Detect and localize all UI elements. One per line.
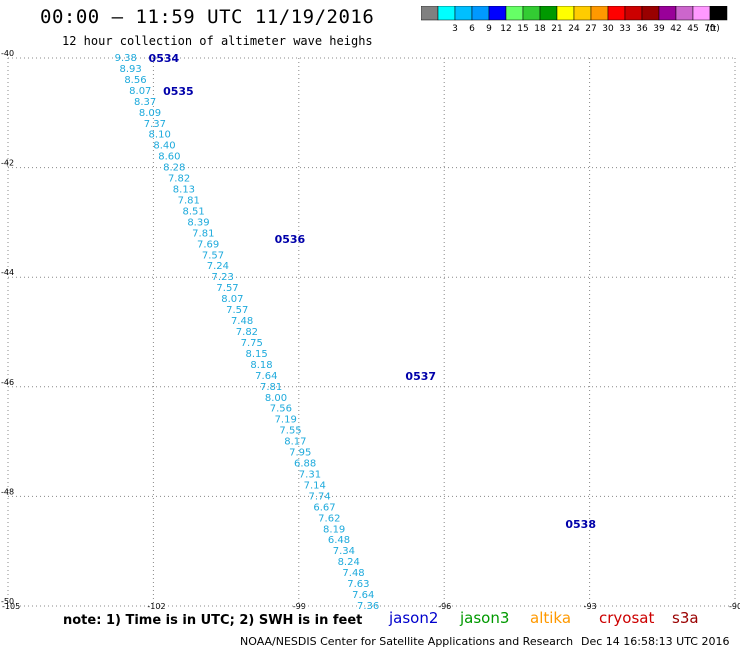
colorbar-tick-label: 42 xyxy=(670,24,681,34)
color-scale-legend: 3 6 9 12 15 18 21 24 27 30 33 36 39 42 45 70(ft) xyxy=(421,6,728,34)
wave-height-value: 8.37 xyxy=(134,97,156,108)
latitude-tick-label: -42 xyxy=(1,159,14,168)
wave-height-value: 8.60 xyxy=(158,152,180,163)
latitude-tick-label: -50 xyxy=(1,597,14,606)
wave-height-value: 8.56 xyxy=(124,75,146,86)
wave-height-value: 7.64 xyxy=(352,590,374,601)
pass-time-label: 0534 xyxy=(149,52,180,65)
wave-height-value: 8.24 xyxy=(338,557,360,568)
wave-height-value: 7.74 xyxy=(308,491,330,502)
wave-height-value: 7.64 xyxy=(255,371,277,382)
map-title: 00:00 – 11:59 UTC 11/19/2016 xyxy=(40,6,375,28)
wave-height-value: 8.28 xyxy=(163,163,185,174)
colorbar-tick-label: 30 xyxy=(602,24,614,34)
colorbar-tick-label: 12 xyxy=(500,24,511,34)
wave-height-value: 8.93 xyxy=(119,64,141,75)
wave-height-value: 7.37 xyxy=(144,119,166,130)
satellite-label-altika: altika xyxy=(530,609,572,627)
wave-height-value: 6.88 xyxy=(294,459,316,470)
satellite-label-cryosat: cryosat xyxy=(599,609,655,627)
wave-height-value: 7.31 xyxy=(299,469,321,480)
wave-height-value: 7.14 xyxy=(304,480,326,491)
wave-height-value: 8.40 xyxy=(153,141,175,152)
colorbar-tick-label: 70 xyxy=(704,24,716,34)
credit-text: NOAA/NESDIS Center for Satellite Applica… xyxy=(240,635,574,648)
satellite-label-jason2: jason2 xyxy=(389,609,439,627)
wave-height-value: 9.38 xyxy=(115,53,137,64)
latitude-tick-label: -44 xyxy=(1,268,14,277)
longitude-tick-label: -99 xyxy=(293,602,306,611)
wave-height-value: 7.34 xyxy=(333,546,355,557)
wave-height-value: 7.82 xyxy=(236,327,258,338)
wave-height-value: 7.55 xyxy=(279,426,301,437)
wave-height-value: 8.07 xyxy=(129,86,151,97)
colorbar-tick-label: 18 xyxy=(534,24,546,34)
colorbar-tick-label: 27 xyxy=(585,24,596,34)
colorbar-tick-label: 45 xyxy=(687,24,698,34)
wave-height-value: 8.17 xyxy=(284,437,306,448)
colorbar-tick-label: 33 xyxy=(619,24,630,34)
wave-height-value: 8.39 xyxy=(187,217,209,228)
wave-height-value: 7.56 xyxy=(270,404,292,415)
wave-height-value: 8.10 xyxy=(149,130,171,141)
wave-height-value: 8.07 xyxy=(221,294,243,305)
wave-height-value: 7.57 xyxy=(216,283,238,294)
colorbar-tick-label: 36 xyxy=(636,24,648,34)
wave-height-value: 7.82 xyxy=(168,174,190,185)
colorbar-unit: (ft) xyxy=(706,24,720,34)
colorbar-tick-label: 9 xyxy=(486,24,492,34)
wave-height-value: 6.48 xyxy=(328,535,350,546)
wave-height-value: 7.48 xyxy=(231,316,253,327)
map-subtitle: 12 hour collection of altimeter wave hei… xyxy=(62,34,373,48)
wave-height-value: 8.00 xyxy=(265,393,287,404)
wave-height-value: 7.81 xyxy=(192,228,214,239)
pass-time-label: 0538 xyxy=(565,518,596,531)
footer-note: note: 1) Time is in UTC; 2) SWH is in fe… xyxy=(63,613,363,628)
wave-height-value: 8.19 xyxy=(323,524,345,535)
pass-time-label: 0537 xyxy=(405,370,436,383)
colorbar-tick-label: 3 xyxy=(452,24,458,34)
wave-height-value: 7.62 xyxy=(318,513,340,524)
wave-height-value: 8.15 xyxy=(245,349,267,360)
wave-height-value: 7.23 xyxy=(212,272,234,283)
wave-height-value: 6.67 xyxy=(313,502,335,513)
colorbar-swatch xyxy=(709,6,728,21)
wave-height-value: 7.57 xyxy=(202,250,224,261)
wave-height-value: 8.09 xyxy=(139,108,161,119)
wave-height-value: 7.81 xyxy=(178,195,200,206)
wave-height-value: 7.63 xyxy=(347,579,369,590)
wave-height-value: 7.81 xyxy=(260,382,282,393)
latitude-tick-label: -40 xyxy=(1,49,14,58)
wave-height-value: 7.36 xyxy=(357,601,379,612)
latitude-tick-label: -46 xyxy=(1,378,14,387)
wave-height-value: 7.24 xyxy=(207,261,229,272)
colorbar-tick-label: 21 xyxy=(551,24,562,34)
pass-time-label: 0535 xyxy=(163,85,194,98)
colorbar-tick-label: 6 xyxy=(469,24,475,34)
satellite-label-jason3: jason3 xyxy=(460,609,510,627)
colorbar-tick-label: 15 xyxy=(517,24,528,34)
longitude-tick-label: -90 xyxy=(729,602,740,611)
pass-time-label: 0536 xyxy=(275,233,306,246)
wave-height-value: 7.19 xyxy=(275,415,297,426)
wave-height-value: 7.95 xyxy=(289,448,311,459)
latitude-tick-label: -48 xyxy=(1,487,14,496)
wave-height-value: 7.48 xyxy=(342,568,364,579)
wave-height-value: 8.18 xyxy=(250,360,272,371)
longitude-tick-label: -105 xyxy=(2,602,20,611)
satellite-label-s3a: s3a xyxy=(672,609,699,627)
wave-height-value: 7.75 xyxy=(241,338,263,349)
wave-height-value: 7.69 xyxy=(197,239,219,250)
colorbar-tick-label: 24 xyxy=(568,24,580,34)
altimeter-track-map: -105 -102 -99 -96 -93 -90-40-42-44-46-48-509.… xyxy=(1,49,740,612)
wave-height-value: 8.51 xyxy=(182,206,204,217)
longitude-tick-label: -93 xyxy=(584,602,597,611)
colorbar-tick-label: 39 xyxy=(653,24,665,34)
generated-timestamp: Dec 14 16:58:13 UTC 2016 xyxy=(581,635,730,648)
wave-height-value: 8.13 xyxy=(173,185,195,196)
wave-height-value: 7.57 xyxy=(226,305,248,316)
